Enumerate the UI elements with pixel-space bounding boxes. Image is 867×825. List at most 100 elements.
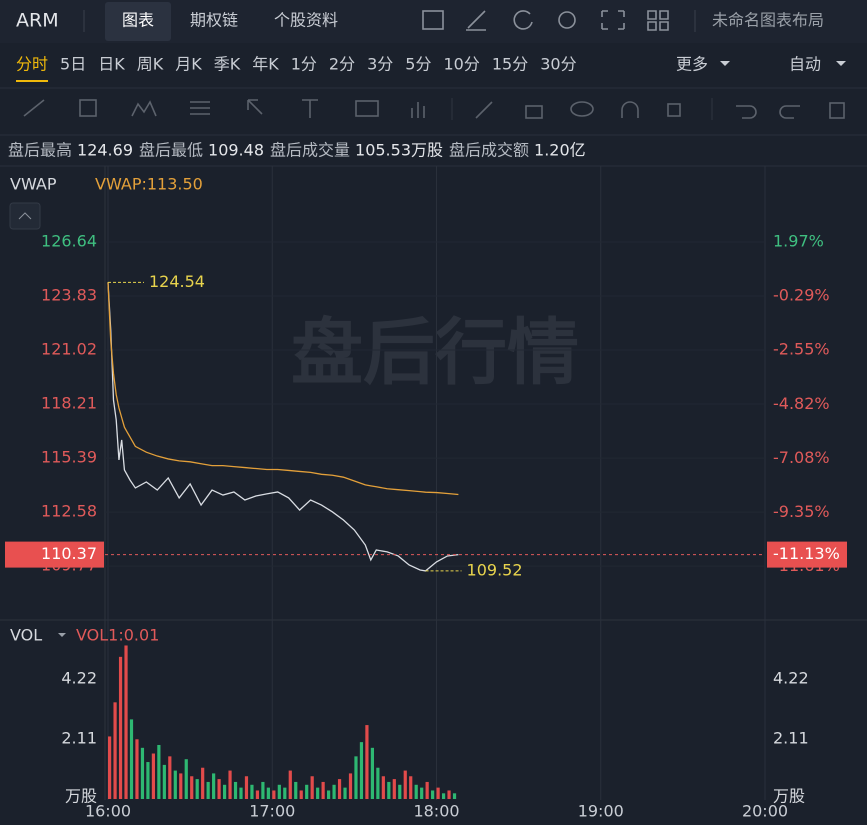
volume-bar [299,790,303,799]
x-tick-label: 16:00 [85,802,131,821]
tool-icon[interactable] [570,101,594,117]
volume-bar [392,779,396,799]
info-label: 盘后成交量 [270,141,350,160]
period[interactable]: 周K [137,55,164,74]
tool-icon[interactable] [829,102,845,119]
tool-icon[interactable] [302,99,318,118]
volume-bar [381,776,385,799]
tool-icon[interactable] [779,105,800,119]
volume-bar [212,773,216,799]
series-line [107,282,459,496]
tool-icon[interactable] [23,99,45,117]
y2-tick-label: -4.82% [773,394,830,413]
period[interactable]: 月K [175,55,202,74]
volume-bar [129,719,134,799]
y-tick-label: 115.39 [41,448,97,467]
volume-bar [288,770,292,799]
period[interactable]: 分时 [16,55,48,74]
period-more[interactable]: 更多 [676,55,708,74]
tool-icon[interactable] [525,105,543,119]
volume-bar [348,773,353,799]
volume-bar [294,781,298,799]
icon[interactable] [466,10,486,31]
volume-bar [228,770,232,799]
x-tick-label: 19:00 [578,802,624,821]
period[interactable]: 3分 [367,55,393,74]
after-hours-info: 盘后最高 124.69 盘后最低 109.48 盘后成交量 105.53万股 盘后成交额 1.… [8,141,586,160]
volume-bar [140,747,145,799]
y2-tick-label: 4.22 [773,669,809,688]
period-underline [16,80,49,82]
volume-bar [431,790,435,799]
tool-icon[interactable] [411,102,425,118]
volume-bar [222,784,227,799]
layout-name[interactable]: 未命名图表布局 [712,11,824,30]
period[interactable]: 年K [252,55,279,74]
volume-bar [168,756,172,799]
volume-bar [354,756,358,799]
period[interactable]: 季K [214,55,241,74]
volume-bar [321,781,325,799]
info-value: 124.69 [77,141,133,160]
volume-bar [414,784,418,799]
tool-icon[interactable] [667,103,681,117]
x-tick-label: 17:00 [249,802,295,821]
info-label: 盘后成交额 [449,141,529,160]
period[interactable]: 日K [98,55,125,74]
period[interactable]: 15分 [492,55,528,74]
mode[interactable]: 自动 [789,55,821,74]
tab-active-bg [105,2,171,41]
volume-bar [359,742,364,799]
indicator-name: VOL [10,626,42,645]
period[interactable]: 10分 [443,55,479,74]
volume-bar [305,784,309,799]
collapse-button[interactable] [9,202,41,230]
symbol[interactable]: ARM [16,10,59,32]
icon[interactable] [513,10,533,30]
last-price-box [5,541,104,568]
volume-bar [250,784,254,799]
tool-icon[interactable] [247,99,263,115]
tab[interactable]: 图表 [122,11,154,30]
dropdown-arrow [58,633,66,637]
info-label: 盘后最高 [8,141,72,160]
tool-icon[interactable] [621,101,639,118]
tool-icon[interactable] [475,101,493,119]
indicator-value: VOL1:0.01 [76,626,159,645]
period[interactable]: 1分 [291,55,317,74]
volume-bar [157,744,161,799]
x-tick-label: 20:00 [742,802,788,821]
period[interactable]: 2分 [329,55,355,74]
tool-icon[interactable] [355,100,379,117]
y-tick-label: 118.21 [41,393,97,412]
period[interactable]: 5日 [60,55,86,74]
tool-icon[interactable] [736,105,757,119]
period[interactable]: 5分 [405,55,431,74]
tool-icon[interactable] [131,100,157,117]
tab[interactable]: 期权链 [190,11,238,30]
icon[interactable] [601,10,625,30]
y-tick-label: 126.64 [41,232,97,251]
period[interactable]: 30分 [540,55,576,74]
y-tick-label: 112.58 [41,502,97,521]
dropdown-arrow [720,61,730,66]
volume-bar [409,776,413,799]
volume-bar [173,770,177,799]
info-value: 109.48 [208,141,264,160]
volume-bar [266,787,270,799]
volume-bar [206,781,210,799]
tab[interactable]: 个股资料 [274,11,338,30]
volume-bar [233,781,238,799]
volume-bar [217,779,221,799]
volume-bar [327,790,331,799]
icon[interactable] [422,10,444,30]
tool-icon[interactable] [190,101,210,115]
volume-bar [201,767,205,799]
icon[interactable] [647,10,669,31]
icon[interactable] [558,11,576,29]
volume-bar [118,656,123,799]
tool-icon[interactable] [79,99,97,117]
volume-bar [272,790,276,799]
